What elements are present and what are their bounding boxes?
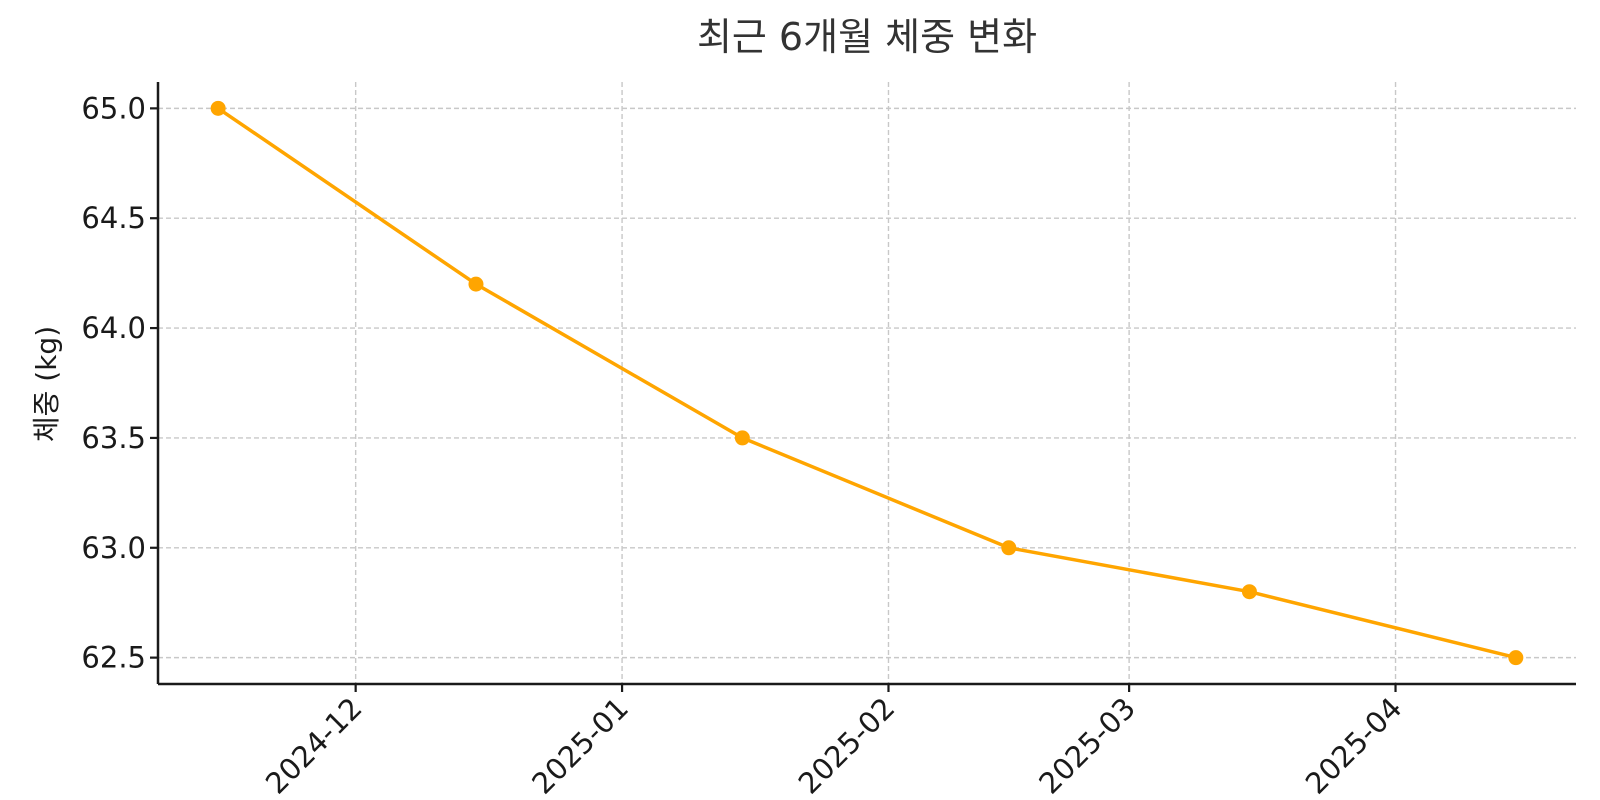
data-point — [734, 430, 750, 446]
axes — [156, 82, 1576, 686]
x-tick-label: 2025-03 — [1032, 691, 1142, 800]
y-tick-label: 63.5 — [81, 421, 146, 455]
data-point — [1241, 584, 1257, 600]
x-tick-label: 2025-04 — [1299, 691, 1409, 800]
series-weight — [210, 100, 1524, 666]
data-point — [1001, 540, 1017, 556]
x-tick-label: 2024-12 — [259, 691, 369, 800]
data-point — [468, 276, 484, 292]
series-line — [217, 106, 1517, 660]
grid-lines — [158, 82, 1576, 684]
x-tick-label: 2025-02 — [792, 691, 902, 800]
data-point — [1508, 650, 1524, 666]
y-tick-label: 62.5 — [81, 641, 146, 675]
data-point — [210, 100, 226, 116]
y-tick-labels: 62.5 63.0 63.5 64.0 64.5 65.0 — [81, 91, 158, 675]
y-tick-label: 65.0 — [81, 91, 146, 125]
y-tick-label: 63.0 — [81, 531, 146, 565]
chart-title: 최근 6개월 체중 변화 — [697, 15, 1037, 59]
y-tick-label: 64.5 — [81, 201, 146, 235]
y-tick-label: 64.0 — [81, 311, 146, 345]
x-tick-label: 2025-01 — [525, 691, 635, 800]
y-axis-label: 체중 (kg) — [30, 326, 63, 442]
x-tick-labels: 2024-12 2025-01 2025-02 2025-03 2025-04 — [259, 684, 1409, 800]
